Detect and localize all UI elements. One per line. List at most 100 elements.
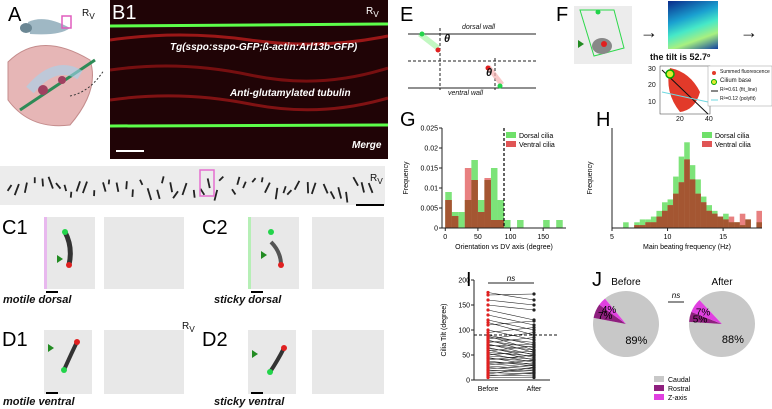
b2-cilium-mark — [352, 176, 359, 187]
h-bar-overlap — [728, 222, 735, 228]
j-pie-slice-z-axis — [691, 299, 722, 324]
c1-caption: motile dorsal — [3, 294, 72, 306]
b2-cilium-mark — [192, 189, 196, 198]
c2-caption: sticky dorsal — [214, 294, 282, 306]
panel-label-g: G — [400, 109, 416, 131]
i-pair-line — [487, 352, 535, 357]
panel-label-d1: D1 — [2, 329, 28, 351]
i-point-after — [532, 335, 536, 340]
h-bar-overlap — [745, 219, 751, 228]
h-bar-overlap — [678, 182, 685, 228]
h-legend-swatch — [702, 132, 712, 138]
b1-merge-label: Merge — [352, 140, 382, 151]
c1-image-left — [44, 217, 95, 289]
g-bar-overlap — [471, 180, 478, 228]
g-bar-dorsal-cilia — [458, 212, 465, 228]
v-letter: V — [377, 176, 383, 186]
i-point-after — [532, 365, 536, 370]
b2-cilium-mark — [6, 184, 13, 192]
i-pair-line — [487, 292, 535, 301]
b2-cilium-mark — [213, 189, 219, 201]
g-ytick-label: 0.005 — [420, 206, 438, 213]
panel-label-c2: C2 — [202, 217, 228, 239]
h-bar-overlap — [712, 213, 718, 228]
b2-cilium-mark — [260, 177, 264, 183]
chart-i: 0 50 100 150 200 Before After Cilia Tilt (degre… — [441, 276, 558, 393]
d1-image-right — [104, 330, 184, 394]
orientation-rv-b1: RV — [366, 6, 379, 19]
j-legend-label: Rostral — [668, 386, 691, 393]
b2-cilium-mark — [115, 182, 120, 192]
b2-cilium-mark — [102, 182, 107, 192]
i-point-after — [532, 330, 536, 335]
i-point-after — [532, 308, 536, 312]
b2-cilium-mark — [286, 189, 293, 196]
h-bar-overlap — [667, 205, 674, 228]
i-pair-line — [487, 360, 535, 367]
j-pie-label: 7% — [696, 307, 711, 318]
g-ytick-label: 0.025 — [420, 126, 438, 133]
h-bar-overlap — [695, 193, 701, 228]
orientation-rv-a: RV — [82, 8, 95, 21]
orientation-rv-cd: RV — [182, 321, 195, 334]
b2-cilium-mark — [139, 179, 144, 186]
h-bar-overlap — [634, 225, 640, 228]
g-ytick-label: 0.02 — [424, 146, 438, 153]
panel-label-a: A — [8, 4, 22, 26]
d2-image-left — [248, 330, 296, 394]
f-ytick-20: 20 — [648, 82, 656, 89]
g-xtick-label: 0 — [443, 234, 447, 241]
i-pair-line — [487, 364, 535, 370]
f-heatmap — [668, 1, 718, 49]
h-bar-dorsal-cilia — [639, 219, 646, 228]
panel-label-i: I — [466, 269, 472, 291]
g-bar-ventral-cilia — [464, 168, 472, 228]
b2-cilium-mark — [236, 176, 241, 185]
g-xtick-label: 150 — [537, 234, 549, 241]
i-point-after — [532, 325, 536, 330]
orientation-rv-b2: RV — [370, 173, 383, 186]
h-bar-overlap — [739, 225, 746, 228]
f-legend-base: Cilium base — [720, 78, 752, 84]
e-dorsal-wall-label: dorsal wall — [462, 24, 496, 31]
b2-scale-bar — [356, 204, 384, 206]
b2-cilium-mark — [310, 182, 317, 195]
i-pair-line — [487, 369, 535, 373]
b2-cilium-mark — [172, 190, 179, 199]
c2-image-left — [248, 217, 299, 289]
h-xtick-label: 5 — [610, 234, 614, 241]
i-sig-label: ns — [507, 276, 515, 283]
d1-scale-bar — [46, 392, 58, 394]
c2-cilium — [261, 229, 284, 268]
i-point-before — [486, 323, 490, 327]
i-point-before — [486, 328, 490, 332]
g-legend-label: Dorsal cilia — [519, 133, 553, 140]
b2-cilium-mark — [367, 182, 374, 194]
i-point-before — [486, 330, 490, 335]
b2-cilium-mark — [293, 180, 301, 191]
h-legend-label: Ventral cilia — [715, 142, 751, 149]
i-pair-line — [487, 372, 535, 377]
e-schematic — [408, 28, 536, 90]
i-category-label: Before — [478, 386, 499, 393]
e-ventral-wall-label: ventral wall — [448, 90, 484, 97]
j-legend-swatch — [654, 394, 664, 400]
b2-cilium-mark — [322, 183, 329, 194]
i-point-after — [532, 292, 536, 296]
b2-cilium-mark — [282, 185, 287, 194]
i-point-after — [532, 344, 536, 348]
b1-image-art — [110, 0, 388, 159]
i-category-label: After — [527, 386, 542, 393]
c2-image-right — [312, 217, 384, 289]
i-point-before — [486, 313, 490, 317]
g-bar-dorsal-cilia — [517, 220, 524, 228]
i-pair-line — [487, 332, 535, 340]
d1-caption: motile ventral — [3, 396, 75, 408]
b2-cilium-mark — [242, 181, 247, 189]
b2-cilium-mark — [82, 181, 88, 194]
i-point-after — [532, 363, 536, 367]
i-point-after — [532, 303, 536, 307]
h-bar-dorsal-cilia — [623, 222, 629, 228]
j-sig-label: ns — [672, 291, 680, 300]
g-ytick-label: 0.01 — [424, 186, 438, 193]
